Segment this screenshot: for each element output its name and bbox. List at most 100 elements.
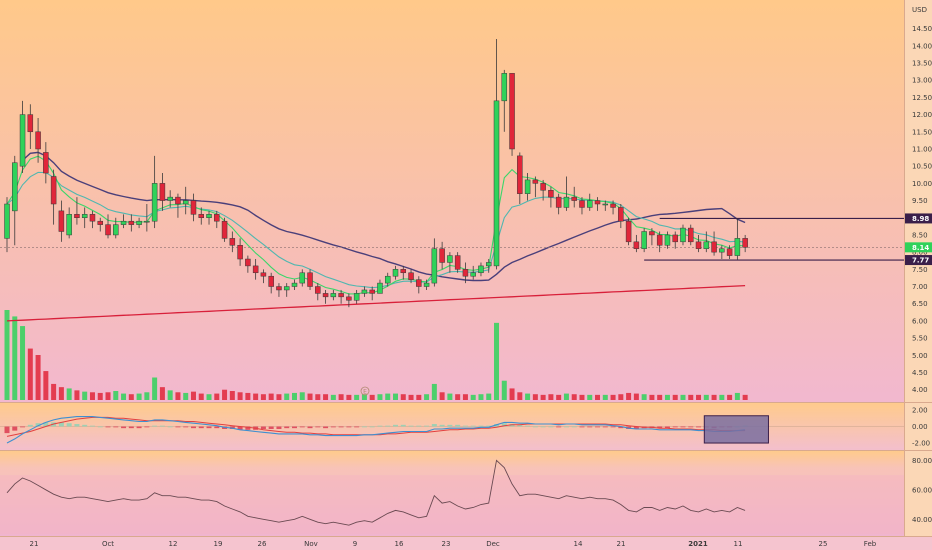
candle-body[interactable] <box>151 183 158 222</box>
candle-body[interactable] <box>346 296 352 301</box>
candle-body[interactable] <box>742 238 748 248</box>
candle-body[interactable] <box>307 272 313 287</box>
candle-body[interactable] <box>237 245 243 260</box>
candle-body[interactable] <box>58 210 65 232</box>
candle-body[interactable] <box>27 114 34 133</box>
candle-body[interactable] <box>734 238 741 256</box>
candle-body[interactable] <box>439 248 445 263</box>
candle-body[interactable] <box>462 269 469 277</box>
candle-body[interactable] <box>74 214 80 219</box>
candle-body[interactable] <box>369 289 375 294</box>
candle-body[interactable] <box>656 234 663 246</box>
candle-body[interactable] <box>291 282 298 287</box>
candle-body[interactable] <box>50 176 57 205</box>
candle-body[interactable] <box>136 220 142 225</box>
candle-body[interactable] <box>478 265 484 274</box>
candle-body[interactable] <box>555 196 562 208</box>
candle-body[interactable] <box>276 286 282 291</box>
candle-body[interactable] <box>719 248 725 253</box>
candle-body[interactable] <box>680 227 686 243</box>
candle-body[interactable] <box>81 214 88 219</box>
candle-body[interactable] <box>245 258 251 267</box>
candle-body[interactable] <box>35 131 41 150</box>
candle-body[interactable] <box>711 241 717 253</box>
candle-body[interactable] <box>214 214 220 222</box>
highlight-box[interactable] <box>703 415 769 444</box>
candle-body[interactable] <box>726 248 733 256</box>
candle-body[interactable] <box>105 224 111 236</box>
candle-body[interactable] <box>602 203 609 206</box>
candle-body[interactable] <box>470 272 476 277</box>
candle-body[interactable] <box>610 203 616 208</box>
candle-body[interactable] <box>120 220 127 225</box>
candle-body[interactable] <box>353 293 360 301</box>
candle-body[interactable] <box>563 196 570 208</box>
candle-body[interactable] <box>571 196 577 201</box>
candle-body[interactable] <box>416 279 422 287</box>
macd-histogram-bar <box>633 426 639 429</box>
candle-body[interactable] <box>625 220 632 243</box>
candle-body[interactable] <box>159 183 166 201</box>
candle-body[interactable] <box>618 207 624 222</box>
candle-body[interactable] <box>540 183 546 191</box>
candle-body[interactable] <box>501 73 508 102</box>
volume-bar <box>602 394 608 400</box>
candle-body[interactable] <box>12 162 18 212</box>
candle-body[interactable] <box>423 282 430 287</box>
candle-body[interactable] <box>89 214 96 222</box>
candle-body[interactable] <box>128 220 135 225</box>
candle-body[interactable] <box>268 275 274 287</box>
candle-body[interactable] <box>175 196 181 205</box>
candle-body[interactable] <box>548 189 554 198</box>
candle-body[interactable] <box>322 293 329 298</box>
candle-body[interactable] <box>703 241 710 249</box>
candle-body[interactable] <box>408 272 414 280</box>
event-marker-icon[interactable]: E <box>360 386 370 396</box>
candle-body[interactable] <box>66 214 72 236</box>
candle-body[interactable] <box>4 203 10 239</box>
candle-body[interactable] <box>283 286 290 291</box>
candle-body[interactable] <box>338 293 344 298</box>
candle-body[interactable] <box>384 275 391 284</box>
candle-body[interactable] <box>672 234 678 243</box>
candle-body[interactable] <box>198 214 204 219</box>
candle-body[interactable] <box>517 155 523 194</box>
candle-body[interactable] <box>206 214 212 219</box>
candle-body[interactable] <box>579 200 585 208</box>
candle-body[interactable] <box>377 282 383 294</box>
candle-body[interactable] <box>190 200 197 215</box>
candle-body[interactable] <box>664 234 671 246</box>
candle-body[interactable] <box>532 179 539 184</box>
candle-body[interactable] <box>229 238 236 246</box>
candle-body[interactable] <box>299 272 306 284</box>
candle-body[interactable] <box>454 255 461 270</box>
candle-body[interactable] <box>167 196 173 201</box>
candle-body[interactable] <box>361 289 368 294</box>
candle-body[interactable] <box>315 286 321 294</box>
candle-body[interactable] <box>113 224 119 236</box>
candle-body[interactable] <box>485 262 492 267</box>
candle-body[interactable] <box>392 269 399 277</box>
candle-body[interactable] <box>431 248 438 284</box>
candle-body[interactable] <box>509 73 515 150</box>
candle-body[interactable] <box>400 269 407 274</box>
candle-body[interactable] <box>144 220 150 223</box>
candle-body[interactable] <box>182 200 189 205</box>
candle-body[interactable] <box>587 200 593 208</box>
candle-body[interactable] <box>19 114 26 167</box>
candle-body[interactable] <box>252 265 259 274</box>
candle-body[interactable] <box>447 255 453 263</box>
candle-body[interactable] <box>688 227 694 243</box>
candle-body[interactable] <box>524 179 531 194</box>
candle-body[interactable] <box>330 293 337 298</box>
candle-body[interactable] <box>97 220 103 225</box>
candle-body[interactable] <box>43 152 49 174</box>
candle-body[interactable] <box>260 272 267 277</box>
candle-body[interactable] <box>221 220 228 239</box>
candle-body[interactable] <box>649 231 655 236</box>
candle-body[interactable] <box>633 241 640 249</box>
candle-body[interactable] <box>493 100 500 267</box>
candle-body[interactable] <box>695 241 702 249</box>
candle-body[interactable] <box>594 200 601 205</box>
candle-body[interactable] <box>641 231 647 249</box>
